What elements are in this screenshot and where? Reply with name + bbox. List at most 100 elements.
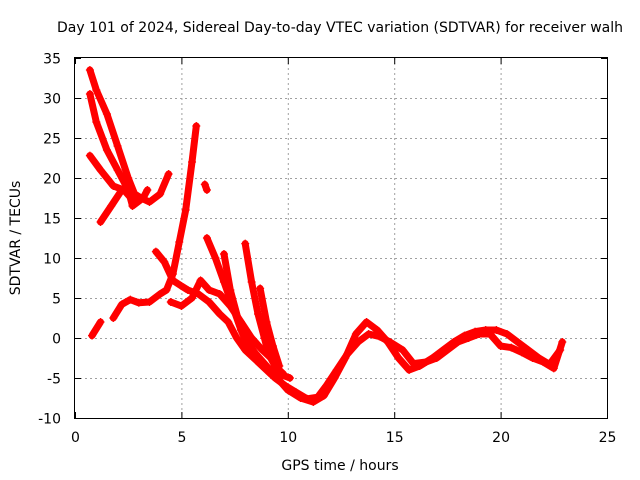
- x-tick-label: 10: [279, 430, 297, 446]
- series-track-m: [200, 180, 211, 194]
- x-axis-label: GPS time / hours: [281, 458, 398, 474]
- data-point: [109, 314, 118, 322]
- y-tick-label: -5: [47, 372, 61, 388]
- data-point: [107, 202, 116, 210]
- data-point: [117, 300, 126, 309]
- series-track-a: [85, 66, 173, 206]
- data-point: [113, 166, 122, 174]
- data-point: [513, 338, 522, 346]
- data-point: [92, 86, 101, 94]
- data-point: [247, 278, 256, 286]
- data-point: [449, 338, 458, 346]
- data-point: [549, 364, 558, 373]
- data-point: [130, 198, 139, 206]
- data-point: [481, 326, 490, 334]
- data-point: [558, 338, 567, 346]
- series-line: [256, 284, 283, 370]
- series-track-d: [96, 186, 135, 226]
- data-point: [256, 284, 265, 293]
- data-point: [188, 294, 197, 302]
- data-point: [439, 346, 448, 354]
- y-axis-label: SDTVAR / TECUs: [8, 181, 24, 296]
- data-point: [243, 338, 252, 346]
- data-point: [113, 142, 122, 150]
- data-point: [507, 343, 516, 352]
- data-point: [117, 186, 126, 194]
- y-tick-label: 35: [43, 52, 61, 68]
- data-point: [162, 286, 171, 294]
- data-point: [398, 346, 407, 354]
- data-point: [85, 90, 94, 98]
- data-point: [275, 362, 284, 370]
- data-point: [283, 386, 292, 394]
- data-point: [534, 354, 543, 362]
- data-point: [264, 350, 273, 358]
- data-point: [226, 286, 235, 294]
- data-point: [296, 394, 305, 402]
- data-point: [188, 158, 197, 166]
- data-point: [168, 276, 177, 285]
- data-point: [273, 374, 282, 382]
- data-point: [102, 146, 111, 154]
- x-tick-label: 15: [386, 430, 404, 446]
- data-point: [85, 151, 94, 160]
- data-point: [96, 166, 105, 174]
- data-point: [202, 234, 211, 242]
- data-point: [234, 318, 243, 326]
- data-point: [260, 334, 269, 342]
- data-point: [215, 310, 224, 318]
- data-point: [102, 110, 111, 118]
- data-point: [151, 247, 160, 256]
- data-point: [254, 310, 263, 318]
- data-point: [279, 370, 288, 378]
- data-point: [143, 186, 152, 194]
- data-point: [471, 327, 480, 336]
- data-point: [126, 186, 135, 194]
- x-tick-label: 25: [599, 430, 617, 446]
- plot-frame: [74, 57, 608, 419]
- data-point: [177, 282, 186, 290]
- y-tick-label: 10: [43, 252, 61, 268]
- chart-title: Day 101 of 2024, Sidereal Day-to-day VTE…: [57, 20, 623, 36]
- data-point: [145, 198, 154, 206]
- series-track-f: [109, 122, 201, 322]
- series-line: [88, 318, 104, 340]
- data-point: [224, 318, 233, 326]
- data-point: [428, 354, 437, 362]
- axis-ticks: 0 5 10 15 20 25 -10 -5 0 5 10 15 20 25 30 35: [38, 52, 616, 447]
- y-tick-label: 0: [52, 332, 61, 348]
- data-point: [175, 238, 184, 246]
- series-track-l: [256, 284, 284, 370]
- data-point: [215, 290, 224, 298]
- data-point: [109, 182, 118, 190]
- data-point: [134, 298, 143, 307]
- y-tick-label: 30: [43, 92, 61, 108]
- x-tick-label: 0: [71, 430, 80, 446]
- data-point: [556, 346, 565, 354]
- data-point: [160, 258, 169, 266]
- data-point: [232, 334, 241, 342]
- y-tick-label: 20: [43, 172, 61, 188]
- data-point: [164, 170, 173, 178]
- data-point: [502, 330, 511, 338]
- y-tick-label: 15: [43, 212, 61, 228]
- x-tick-label: 5: [177, 430, 186, 446]
- data-point: [319, 391, 328, 400]
- data-point: [156, 290, 165, 298]
- data-point: [351, 330, 360, 338]
- data-point: [96, 318, 105, 326]
- data-point: [202, 186, 211, 194]
- series-line: [86, 90, 151, 210]
- data-point: [139, 194, 148, 202]
- series-line: [86, 66, 173, 206]
- data-point: [262, 318, 271, 326]
- data-point: [415, 362, 424, 370]
- data-point: [460, 331, 469, 340]
- data-point: [492, 326, 501, 334]
- data-point: [309, 398, 318, 406]
- data-point: [545, 360, 554, 369]
- data-point: [241, 239, 250, 248]
- data-point: [145, 298, 154, 306]
